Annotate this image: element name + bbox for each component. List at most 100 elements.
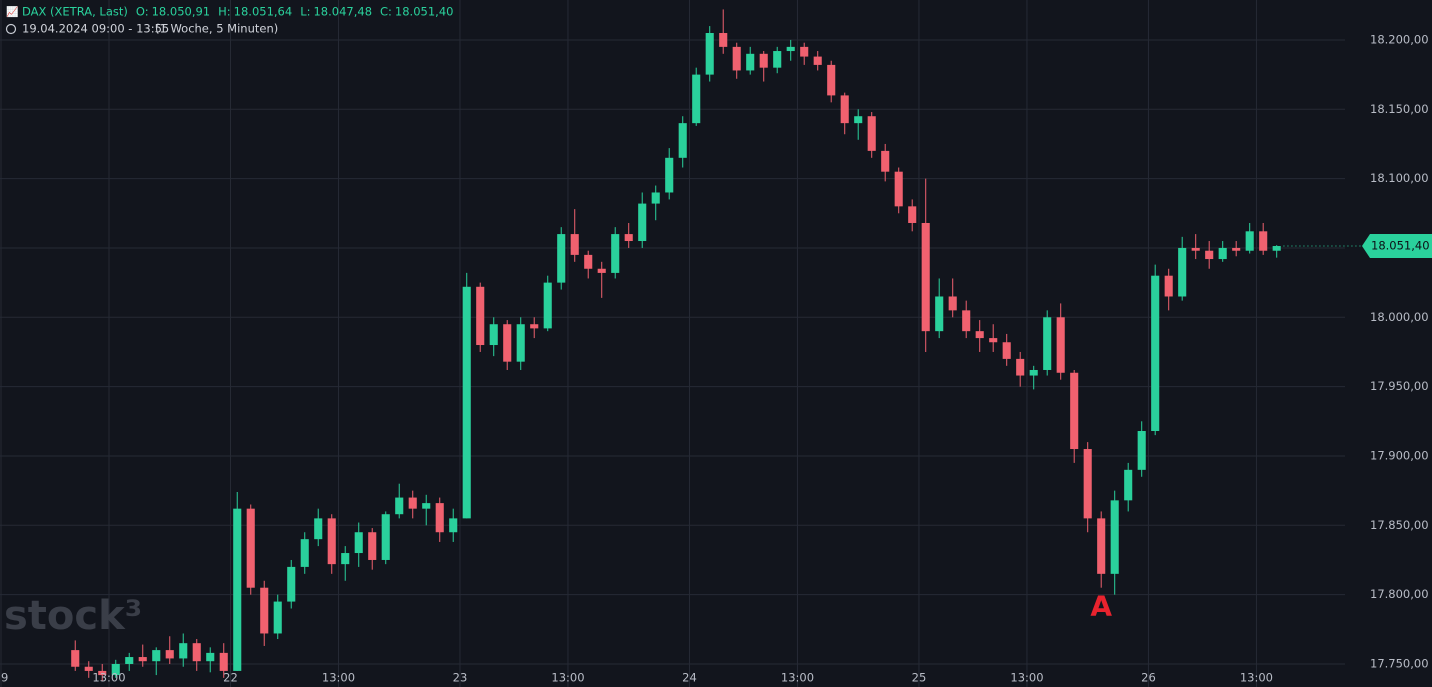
y-tick-label: 17.850,00 (1370, 518, 1429, 532)
candle-body (233, 508, 242, 671)
candle-body (638, 203, 647, 242)
candle-body (894, 171, 903, 207)
candle-body (435, 503, 444, 533)
candle-body (489, 324, 498, 346)
candle-body (557, 234, 566, 283)
candle-body (773, 51, 782, 68)
candle-body (1043, 317, 1052, 370)
candle-body (746, 53, 755, 71)
candle-body (1097, 518, 1106, 574)
header: 📈 DAX (XETRA, Last) 19.04.2024 09:00 - 1… (5, 5, 278, 36)
candle-body (152, 650, 161, 662)
candle-body (219, 652, 228, 671)
candle-body (98, 670, 107, 676)
candle-body (1151, 275, 1160, 432)
x-tick-label: 25 (912, 671, 927, 685)
x-tick-label: 13:00 (1240, 671, 1273, 685)
x-tick-label: 13:00 (92, 671, 125, 685)
candle-body (908, 206, 917, 223)
candle-body (867, 116, 876, 151)
candle-body (503, 324, 512, 362)
candle-body (786, 46, 795, 52)
candle-body (543, 282, 552, 329)
candle-body (1124, 469, 1133, 501)
candle-body (341, 553, 350, 565)
clock-icon (5, 23, 17, 35)
watermark: stock³ (4, 593, 142, 639)
candle-body (1164, 275, 1173, 297)
candle-body (1016, 358, 1025, 376)
candle-body (1232, 247, 1241, 251)
candle-body (881, 150, 890, 172)
grid (0, 0, 1345, 687)
x-tick-label: 19 (0, 671, 8, 685)
candle-body (476, 286, 485, 346)
x-tick-label: 23 (453, 671, 468, 685)
legend-label: L: (300, 5, 310, 19)
legend-value: 18.051,40 (395, 5, 454, 19)
candle-body (678, 123, 687, 158)
candle-body (381, 514, 390, 560)
candle-body (71, 650, 80, 667)
candle-body (84, 666, 93, 671)
candle-body (921, 222, 930, 332)
candle-body (368, 532, 377, 560)
symbol: DAX (XETRA, Last) (22, 5, 128, 19)
y-tick-label: 18.000,00 (1370, 310, 1429, 324)
candle-body (854, 116, 863, 124)
x-tick-label: 22 (223, 671, 238, 685)
x-tick-label: 26 (1141, 671, 1156, 685)
candle-body (273, 601, 282, 634)
x-tick-label: 13:00 (781, 671, 814, 685)
y-tick-label: 17.900,00 (1370, 448, 1429, 462)
candle-body (611, 234, 620, 273)
candle-body (1056, 317, 1065, 373)
candle-body (1272, 246, 1281, 251)
y-tick-label: 17.800,00 (1370, 587, 1429, 601)
candle-body (1245, 231, 1254, 251)
candle-body (408, 497, 417, 509)
candle-body (1191, 247, 1200, 251)
last-price-tag (1362, 234, 1432, 259)
candle-body (692, 74, 701, 124)
candle-body (948, 296, 957, 311)
candle-body (179, 643, 188, 659)
candle-body (1002, 342, 1011, 359)
last-price-label: 18.051,40 (1371, 239, 1430, 253)
legend-label: O: (136, 5, 149, 19)
candle-body (125, 657, 134, 664)
y-tick-label: 17.750,00 (1370, 656, 1429, 670)
y-tick-label: 18.200,00 (1370, 32, 1429, 46)
candle-body (1178, 247, 1187, 297)
x-tick-label: 13:00 (1010, 671, 1043, 685)
x-tick-label: 13:00 (551, 671, 584, 685)
legend-value: 18.050,91 (152, 5, 211, 19)
candle-body (1259, 231, 1268, 251)
candle-body (111, 663, 120, 676)
candle-body (246, 508, 255, 588)
legend-value: 18.047,48 (313, 5, 372, 19)
candle-body (462, 286, 471, 519)
candle-body (1205, 250, 1214, 260)
candle-body (570, 234, 579, 255)
candle-body (354, 532, 363, 554)
axes: 17.750,00 17.800,00 17.850,00 17.900,00 17.9… (0, 32, 1429, 684)
candle-body (624, 234, 633, 242)
legend-label: C: (380, 5, 392, 19)
candle-body (260, 587, 269, 634)
candle-body (827, 64, 836, 96)
candles (71, 9, 1281, 681)
candle-body (422, 503, 431, 509)
legend-value: 18.051,64 (234, 5, 293, 19)
x-tick-label: 13:00 (322, 671, 355, 685)
candle-body (138, 657, 147, 662)
candle-body (935, 296, 944, 332)
annotation: A (1090, 590, 1112, 623)
candle-body (840, 95, 849, 124)
candle-body (975, 331, 984, 339)
candle-body (962, 310, 971, 332)
candle-body (314, 518, 323, 540)
candle-body (584, 254, 593, 269)
